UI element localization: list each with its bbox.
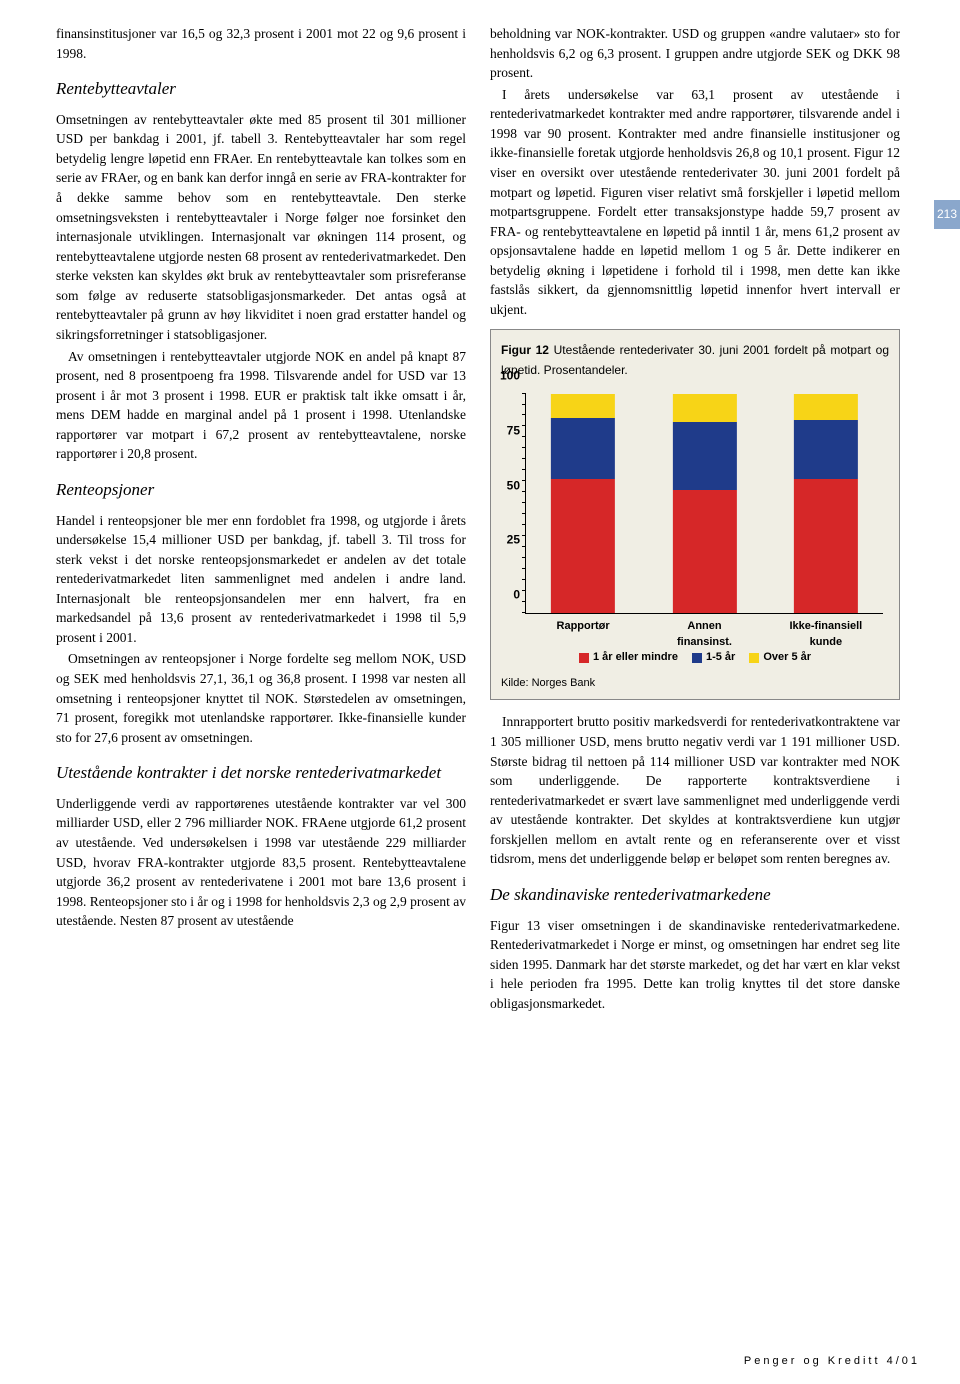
y-axis-label: 75 — [507, 422, 520, 439]
legend-swatch — [692, 653, 702, 663]
chart-plot-area: 0255075100RapportørAnnenfinansinst.Ikke-… — [525, 394, 883, 614]
left-intro: finansinstitusjoner var 16,5 og 32,3 pro… — [56, 24, 466, 63]
right-p0: beholdning var NOK-kontrakter. USD og gr… — [490, 24, 900, 83]
section-skandinaviske: De skandinaviske rentederivatmarkedene — [490, 883, 900, 908]
y-tick — [522, 535, 526, 536]
page-content: finansinstitusjoner var 16,5 og 32,3 pro… — [0, 0, 960, 1015]
y-tick — [522, 414, 526, 415]
y-tick — [522, 579, 526, 580]
bar-group: Annenfinansinst. — [672, 394, 736, 613]
y-axis-label: 50 — [507, 477, 520, 494]
y-tick — [522, 557, 526, 558]
y-tick — [522, 590, 526, 591]
y-tick — [522, 447, 526, 448]
legend-swatch — [579, 653, 589, 663]
page-footer: Penger og Kreditt 4/01 — [744, 1354, 920, 1370]
bar-segment — [551, 418, 615, 479]
bar-group: Rapportør — [551, 394, 615, 613]
right-column: beholdning var NOK-kontrakter. USD og gr… — [490, 24, 900, 1015]
bar-segment — [794, 420, 858, 479]
figure-12: Figur 12 Utestående rentederivater 30. j… — [490, 329, 900, 700]
bar-segment — [672, 490, 736, 613]
left-p5: Underliggende verdi av rapportørenes ute… — [56, 794, 466, 931]
x-axis-label: Rapportør — [528, 619, 638, 635]
y-axis-label: 100 — [500, 367, 520, 384]
y-tick — [522, 612, 526, 613]
y-tick — [522, 393, 526, 394]
y-tick — [522, 458, 526, 459]
y-tick — [522, 546, 526, 547]
bar-segment — [794, 479, 858, 613]
legend-item: 1 år eller mindre — [579, 650, 678, 666]
section-rentebytteavtaler: Rentebytteavtaler — [56, 77, 466, 102]
legend-label: Over 5 år — [763, 650, 811, 666]
chart-legend: 1 år eller mindre 1-5 år Over 5 år — [501, 650, 889, 666]
chart-source: Kilde: Norges Bank — [501, 676, 889, 692]
bar-segment — [551, 394, 615, 418]
y-tick — [522, 502, 526, 503]
bar-segment — [672, 422, 736, 490]
right-p3: Figur 13 viser omsetningen i de skandina… — [490, 916, 900, 1014]
chart-title-bold: Figur 12 — [501, 343, 549, 357]
left-p2: Av omsetningen i rentebytteavtaler utgjo… — [56, 347, 466, 464]
left-p4: Omsetningen av renteopsjoner i Norge for… — [56, 649, 466, 747]
y-tick — [522, 513, 526, 514]
y-tick — [522, 568, 526, 569]
legend-item: Over 5 år — [749, 650, 811, 666]
x-axis-label: Annenfinansinst. — [650, 619, 760, 651]
right-p2: Innrapportert brutto positiv markedsverd… — [490, 712, 900, 869]
x-axis-label: Ikke-finansiellkunde — [771, 619, 881, 651]
bar-segment — [672, 394, 736, 422]
chart-plot: 0255075100RapportørAnnenfinansinst.Ikke-… — [525, 394, 883, 614]
section-renteopsjoner: Renteopsjoner — [56, 478, 466, 503]
y-tick — [522, 404, 526, 405]
y-tick — [522, 425, 526, 426]
section-utestaende: Utestående kontrakter i det norske rente… — [56, 761, 466, 786]
left-p1: Omsetningen av rentebytteavtaler økte me… — [56, 110, 466, 345]
legend-label: 1-5 år — [706, 650, 735, 666]
y-tick — [522, 524, 526, 525]
y-tick — [522, 480, 526, 481]
legend-item: 1-5 år — [692, 650, 735, 666]
y-tick — [522, 491, 526, 492]
y-axis-label: 25 — [507, 532, 520, 549]
bar-segment — [794, 394, 858, 420]
chart-title-line: Figur 12 Utestående rentederivater 30. j… — [501, 340, 889, 379]
bar-group: Ikke-finansiellkunde — [794, 394, 858, 613]
left-p3: Handel i renteopsjoner ble mer enn fordo… — [56, 511, 466, 648]
legend-swatch — [749, 653, 759, 663]
right-p1: I årets undersøkelse var 63,1 prosent av… — [490, 85, 900, 320]
legend-label: 1 år eller mindre — [593, 650, 678, 666]
y-tick — [522, 601, 526, 602]
y-tick — [522, 436, 526, 437]
chart-title-rest: Utestående rentederivater 30. juni 2001 … — [501, 343, 889, 377]
y-tick — [522, 469, 526, 470]
bar-segment — [551, 479, 615, 613]
left-column: finansinstitusjoner var 16,5 og 32,3 pro… — [56, 24, 466, 1015]
y-axis-label: 0 — [513, 586, 520, 603]
